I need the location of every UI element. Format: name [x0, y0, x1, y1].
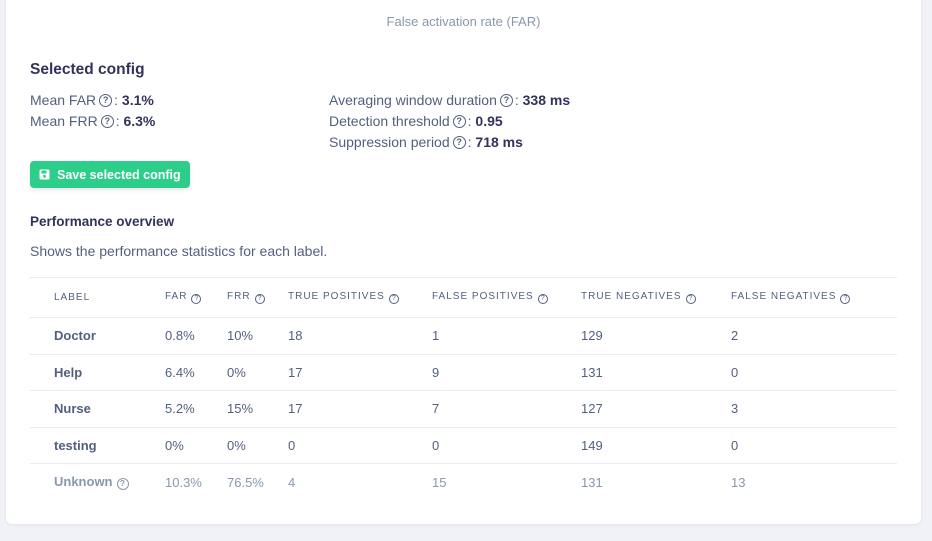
row-label: Unknown?: [30, 464, 165, 501]
results-card: False activation rate (FAR) Selected con…: [6, 0, 921, 524]
cell-false-positives: 1: [432, 317, 581, 355]
cell-true-positives: 17: [288, 390, 432, 428]
suppression-period-label: Suppression period: [329, 134, 450, 150]
cell-frr: 0%: [227, 354, 288, 391]
column-header-false-negatives: FALSE NEGATIVES?: [731, 277, 897, 318]
cell-false-positives: 7: [432, 390, 581, 428]
help-icon[interactable]: ?: [840, 294, 851, 304]
help-icon[interactable]: ?: [388, 294, 399, 304]
column-header-true-negatives: TRUE NEGATIVES?: [581, 277, 731, 318]
cell-frr: 76.5%: [227, 474, 264, 490]
cell-far: 10.3%: [165, 474, 202, 490]
mean-frr-value: 6.3%: [123, 113, 156, 129]
cell-far: 0.8%: [165, 317, 227, 355]
help-icon[interactable]: ?: [685, 294, 696, 304]
table-header-row: LABEL FAR? FRR? TRUE POSITIVES? FALSE PO…: [30, 277, 897, 318]
cell-true-negatives: 131: [581, 474, 603, 490]
help-icon[interactable]: ?: [499, 93, 513, 107]
table-row-unknown: Unknown? 10.3% 76.5% 4 15 131 13: [30, 464, 897, 501]
table-row: Help 6.4% 0% 17 9 131 0: [30, 354, 897, 391]
chart-axis-caption: False activation rate (FAR): [386, 14, 541, 29]
table-row: Doctor 0.8% 10% 18 1 129 2: [30, 317, 897, 355]
suppression-period-value: 718 ms: [475, 134, 523, 150]
row-label: Doctor: [30, 317, 165, 355]
window-duration-stat: Averaging window duration ?: 338 ms: [329, 92, 571, 108]
help-icon[interactable]: ?: [100, 114, 114, 128]
cell-false-positives: 9: [432, 354, 581, 391]
column-header-false-positives: FALSE POSITIVES?: [432, 277, 581, 318]
cell-false-negatives: 13: [731, 474, 746, 490]
row-label: Help: [30, 354, 165, 391]
window-duration-value: 338 ms: [522, 92, 571, 108]
cell-true-negatives: 131: [581, 354, 731, 391]
selected-config-title: Selected config: [30, 61, 145, 78]
cell-frr: 10%: [227, 317, 288, 355]
detection-threshold-stat: Detection threshold ?: 0.95: [329, 113, 503, 129]
performance-overview-title: Performance overview: [30, 214, 175, 229]
cell-false-positives: 0: [432, 427, 581, 464]
suppression-period-stat: Suppression period ?: 718 ms: [329, 134, 523, 150]
cell-false-negatives: 3: [731, 390, 897, 428]
help-icon[interactable]: ?: [452, 135, 466, 149]
cell-false-positives: 15: [432, 474, 447, 490]
cell-true-negatives: 129: [581, 317, 731, 355]
cell-far: 0%: [165, 427, 227, 464]
window-duration-label: Averaging window duration: [329, 92, 497, 108]
cell-false-negatives: 0: [731, 354, 897, 391]
help-icon[interactable]: ?: [99, 93, 113, 107]
cell-false-negatives: 2: [731, 317, 897, 355]
column-header-frr: FRR?: [227, 277, 288, 318]
row-label: testing: [30, 427, 165, 464]
cell-true-negatives: 127: [581, 390, 731, 428]
column-header-far: FAR?: [165, 277, 227, 318]
performance-table: LABEL FAR? FRR? TRUE POSITIVES? FALSE PO…: [30, 277, 897, 500]
mean-far-label: Mean FAR: [30, 92, 97, 108]
cell-true-positives: 4: [288, 474, 296, 490]
cell-false-negatives: 0: [731, 427, 897, 464]
mean-frr-stat: Mean FRR ?: 6.3%: [30, 113, 156, 129]
mean-frr-label: Mean FRR: [30, 113, 98, 129]
performance-overview-description: Shows the performance statistics for eac…: [30, 243, 328, 259]
table-row: testing 0% 0% 0 0 149 0: [30, 427, 897, 464]
help-icon[interactable]: ?: [116, 478, 129, 490]
cell-frr: 0%: [227, 427, 288, 464]
floppy-disk-icon: [39, 169, 50, 180]
cell-true-positives: 18: [288, 317, 432, 355]
cell-true-negatives: 149: [581, 427, 731, 464]
cell-frr: 15%: [227, 390, 288, 428]
column-header-true-positives: TRUE POSITIVES?: [288, 277, 432, 318]
row-label: Nurse: [30, 390, 165, 428]
mean-far-stat: Mean FAR ?: 3.1%: [30, 92, 154, 108]
cell-true-positives: 0: [288, 427, 432, 464]
column-header-label: LABEL: [30, 277, 165, 318]
save-button-label: Save selected config: [57, 167, 181, 182]
cell-far: 5.2%: [165, 390, 227, 428]
help-icon[interactable]: ?: [254, 294, 265, 304]
cell-far: 6.4%: [165, 354, 227, 391]
mean-far-value: 3.1%: [121, 92, 154, 108]
table-row: Nurse 5.2% 15% 17 7 127 3: [30, 390, 897, 428]
detection-threshold-label: Detection threshold: [329, 113, 450, 129]
help-icon[interactable]: ?: [191, 294, 202, 304]
help-icon[interactable]: ?: [537, 294, 548, 304]
cell-true-positives: 17: [288, 354, 432, 391]
help-icon[interactable]: ?: [452, 114, 466, 128]
detection-threshold-value: 0.95: [475, 113, 503, 129]
save-selected-config-button[interactable]: Save selected config: [30, 161, 190, 188]
